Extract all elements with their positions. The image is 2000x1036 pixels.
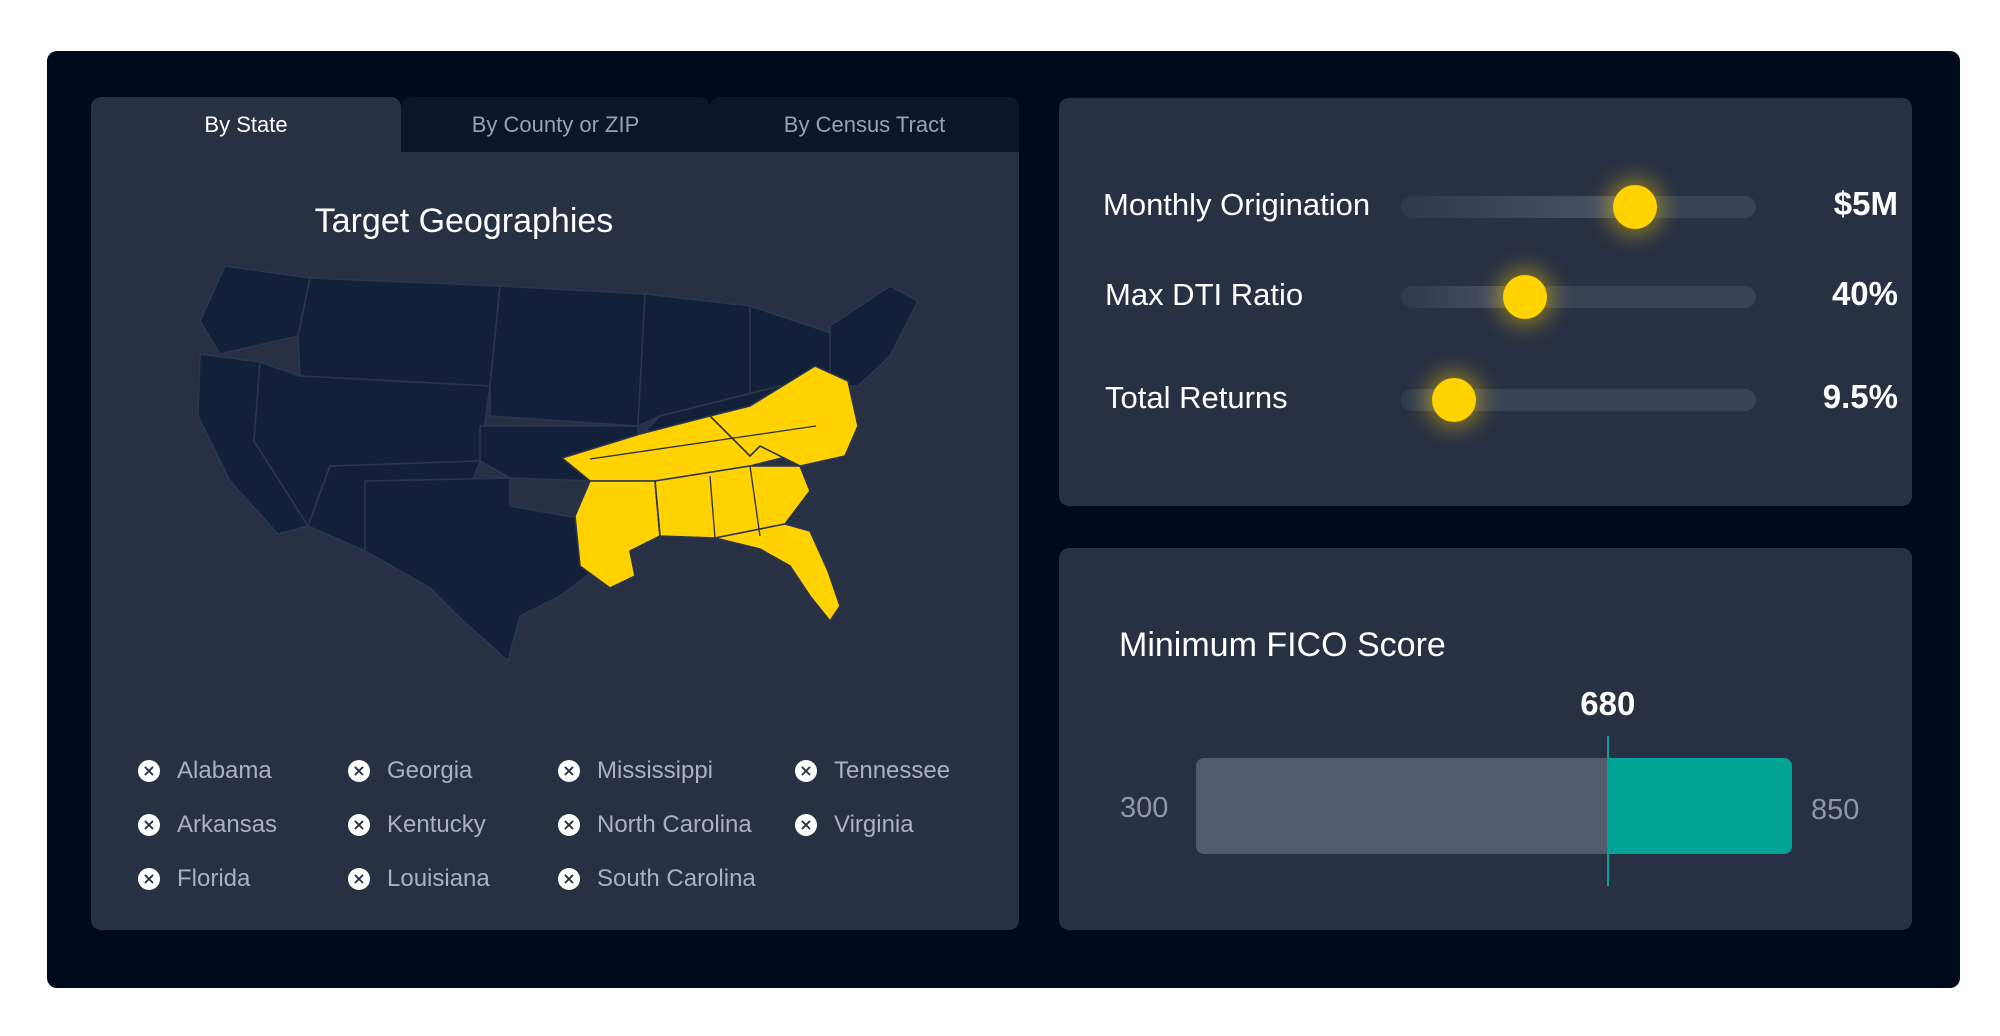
close-circle-icon[interactable]: × — [795, 814, 817, 836]
total-returns-value: 9.5% — [1822, 378, 1898, 415]
close-circle-icon[interactable]: × — [795, 760, 817, 782]
monthly-origination-value: $5M — [1833, 185, 1898, 222]
state-chip-arkansas[interactable]: × Arkansas — [138, 810, 277, 840]
map-region-pacific-northwest — [199, 266, 311, 355]
state-chip-louisiana[interactable]: × Louisiana — [348, 864, 490, 894]
selected-states-list: × Alabama × Georgia × Mississippi × Tenn… — [138, 756, 998, 916]
state-chip-north-carolina[interactable]: × North Carolina — [558, 810, 752, 840]
us-map — [197, 266, 919, 662]
state-chip-kentucky[interactable]: × Kentucky — [348, 810, 486, 840]
map-region-northern-plains — [489, 285, 646, 427]
state-label: Alabama — [177, 757, 272, 784]
total-returns-slider[interactable] — [1401, 378, 1756, 422]
state-chip-tennessee[interactable]: × Tennessee — [795, 756, 950, 786]
close-circle-icon[interactable]: × — [138, 814, 160, 836]
geography-tabs: By State By County or ZIP By Census Trac… — [91, 97, 1019, 153]
fico-value: 680 — [1580, 685, 1636, 722]
map-region-texas — [364, 477, 601, 662]
monthly-origination-label: Monthly Origination — [1103, 187, 1371, 222]
state-chip-south-carolina[interactable]: × South Carolina — [558, 864, 756, 894]
slider-knob[interactable] — [1432, 378, 1477, 422]
close-circle-icon[interactable]: × — [138, 760, 160, 782]
state-chip-virginia[interactable]: × Virginia — [795, 810, 914, 840]
state-chip-alabama[interactable]: × Alabama — [138, 756, 272, 786]
state-label: Tennessee — [834, 757, 951, 784]
state-chip-florida[interactable]: × Florida — [138, 864, 250, 894]
close-circle-icon[interactable]: × — [348, 868, 370, 890]
tab-by-state[interactable]: By State — [91, 97, 401, 153]
map-region-northeast — [829, 285, 919, 387]
state-label: Kentucky — [387, 811, 486, 838]
state-label: Georgia — [387, 757, 473, 784]
fico-max-label: 850 — [1811, 794, 1860, 826]
close-circle-icon[interactable]: × — [558, 868, 580, 890]
state-chip-georgia[interactable]: × Georgia — [348, 756, 472, 786]
close-circle-icon[interactable]: × — [558, 814, 580, 836]
state-label: Florida — [177, 865, 251, 892]
tab-by-county-or-zip[interactable]: By County or ZIP — [401, 97, 710, 153]
fico-min-label: 300 — [1120, 792, 1169, 824]
close-circle-icon[interactable]: × — [558, 760, 580, 782]
map-region-arkansas-louisiana — [574, 480, 661, 589]
state-label: North Carolina — [597, 811, 752, 838]
max-dti-ratio-slider[interactable] — [1401, 275, 1756, 319]
slider-knob[interactable] — [1503, 275, 1548, 319]
slider-knob[interactable] — [1613, 185, 1658, 229]
state-chip-mississippi[interactable]: × Mississippi — [558, 756, 713, 786]
state-label: Louisiana — [387, 865, 490, 892]
fico-threshold-marker[interactable] — [1606, 736, 1609, 886]
minimum-fico-panel — [1059, 548, 1912, 930]
close-circle-icon[interactable]: × — [348, 814, 370, 836]
close-circle-icon[interactable]: × — [138, 868, 160, 890]
map-region-virginia-carolinas — [709, 365, 859, 467]
close-circle-icon[interactable]: × — [348, 760, 370, 782]
total-returns-label: Total Returns — [1105, 380, 1288, 415]
fico-range-bar[interactable] — [1196, 758, 1792, 854]
geographies-title: Target Geographies — [314, 202, 614, 240]
map-region-mountain-west — [297, 277, 501, 387]
max-dti-ratio-label: Max DTI Ratio — [1105, 277, 1304, 312]
state-label: Virginia — [834, 811, 914, 838]
fico-range-fill — [1607, 758, 1792, 854]
state-label: Mississippi — [597, 757, 714, 784]
state-label: Arkansas — [177, 811, 278, 838]
state-label: South Carolina — [597, 865, 756, 892]
fico-title: Minimum FICO Score — [1119, 626, 1446, 664]
map-region-florida — [714, 523, 841, 622]
tab-by-census-tract[interactable]: By Census Tract — [710, 97, 1019, 153]
max-dti-ratio-value: 40% — [1831, 275, 1898, 312]
monthly-origination-slider[interactable] — [1401, 185, 1756, 229]
